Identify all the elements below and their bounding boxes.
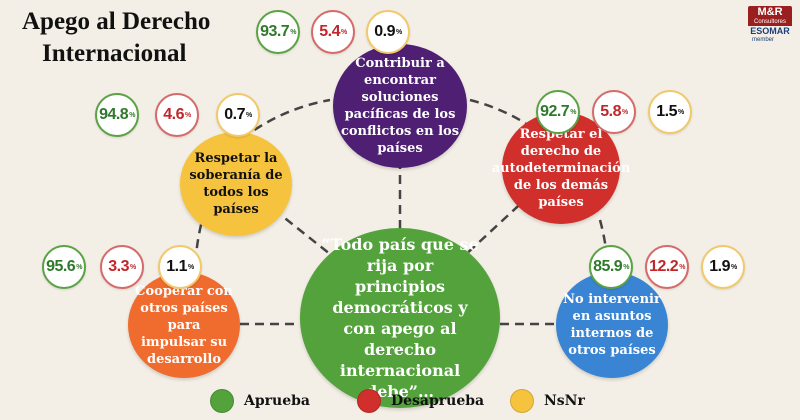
company-logo: M&R Consultores ESOMAR member (748, 6, 792, 46)
topic-node-cooperation: Cooperar con otros países para impulsar … (128, 272, 240, 378)
stat-aprueba: 92.7% (536, 90, 580, 134)
central-statement-text: “Todo país que se rija por principios de… (321, 235, 479, 401)
legend-label: NsNr (544, 393, 585, 409)
legend-item-aprueba: Aprueba (210, 389, 310, 413)
legend-item-nsnr: NsNr (510, 389, 585, 413)
legend-label: Desaprueba (391, 393, 485, 409)
title-line-2: Internacional (42, 40, 187, 67)
stat-nsnr: 1.9% (701, 245, 745, 289)
stat-desaprueba: 5.8% (592, 90, 636, 134)
title-line-1: Apego al Derecho (22, 8, 211, 35)
stat-desaprueba: 3.3% (100, 245, 144, 289)
logo-member: member (752, 37, 775, 43)
legend-swatch (510, 389, 534, 413)
page-title: Apego al Derecho Internacional (22, 6, 210, 70)
topic-node-sovereignty: Respetar la soberanía de todos los paíse… (180, 132, 292, 236)
logo-org: ESOMAR (750, 26, 790, 36)
stat-nsnr: 0.9% (366, 10, 410, 54)
stat-aprueba: 94.8% (95, 93, 139, 137)
topic-text: No intervenir en asuntos internos de otr… (563, 292, 661, 358)
topic-node-non-intervention: No intervenir en asuntos internos de otr… (556, 272, 668, 378)
topic-node-peaceful-solutions: Contribuir a encontrar soluciones pacífi… (333, 44, 467, 168)
stat-aprueba: 95.6% (42, 245, 86, 289)
logo-brand: M&R (748, 6, 792, 19)
central-statement: “Todo país que se rija por principios de… (300, 228, 500, 408)
stat-nsnr: 0.7% (216, 93, 260, 137)
topic-text: Cooperar con otros países para impulsar … (135, 283, 233, 367)
topic-text: Respetar la soberanía de todos los paíse… (189, 151, 283, 217)
stat-desaprueba: 4.6% (155, 93, 199, 137)
topic-text: Contribuir a encontrar soluciones pacífi… (340, 56, 460, 156)
legend-swatch (210, 389, 234, 413)
topic-text: Respetar el derecho de autodeterminación… (491, 126, 631, 210)
stat-aprueba: 93.7% (256, 10, 300, 54)
logo-sub: Consultores (748, 19, 792, 26)
stat-desaprueba: 5.4% (311, 10, 355, 54)
legend-item-desaprueba: Desaprueba (357, 389, 484, 413)
stat-nsnr: 1.5% (648, 90, 692, 134)
stat-aprueba: 85.9% (589, 245, 633, 289)
legend-swatch (357, 389, 381, 413)
legend-label: Aprueba (244, 393, 310, 409)
stat-nsnr: 1.1% (158, 245, 202, 289)
stat-desaprueba: 12.2% (645, 245, 689, 289)
